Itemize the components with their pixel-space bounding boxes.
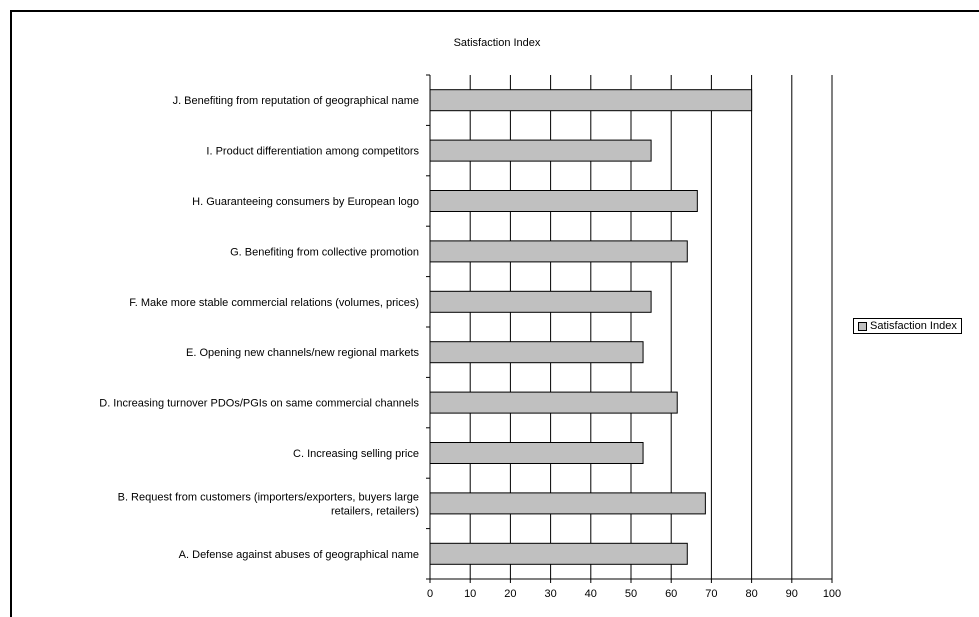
legend-label: Satisfaction Index <box>870 320 957 332</box>
category-label: H. Guaranteeing consumers by European lo… <box>192 196 419 208</box>
category-label: E. Opening new channels/new regional mar… <box>186 347 419 359</box>
category-label: B. Request from customers (importers/exp… <box>118 491 419 503</box>
bar <box>429 492 706 515</box>
x-tick-label: 70 <box>705 588 717 600</box>
x-tick-label: 20 <box>504 588 516 600</box>
category-label: G. Benefiting from collective promotion <box>230 246 419 258</box>
category-label: A. Defense against abuses of geographica… <box>179 549 419 561</box>
bar <box>429 341 644 364</box>
x-tick-label: 80 <box>745 588 757 600</box>
x-tick-label: 50 <box>625 588 637 600</box>
bar <box>429 240 688 263</box>
category-label: F. Make more stable commercial relations… <box>129 297 419 309</box>
bar <box>429 139 652 162</box>
bar <box>429 542 688 565</box>
bar <box>429 190 698 212</box>
x-tick-label: 10 <box>464 588 476 600</box>
x-tick-label: 100 <box>823 588 841 600</box>
bar <box>429 442 644 464</box>
x-tick-label: 0 <box>427 588 433 600</box>
category-label: D. Increasing turnover PDOs/PGIs on same… <box>99 398 419 410</box>
category-label: J. Benefiting from reputation of geograp… <box>173 95 419 107</box>
x-tick-label: 60 <box>665 588 677 600</box>
category-label: retailers, retailers) <box>331 505 419 517</box>
legend-swatch <box>858 321 867 331</box>
bar <box>429 391 678 414</box>
x-tick-label: 40 <box>585 588 597 600</box>
category-label: C. Increasing selling price <box>293 448 419 460</box>
category-label: I. Product differentiation among competi… <box>206 146 419 158</box>
x-tick-label: 30 <box>544 588 556 600</box>
x-tick-label: 90 <box>786 588 798 600</box>
bar <box>429 290 652 313</box>
legend: Satisfaction Index <box>853 318 962 334</box>
chart-frame <box>10 10 979 617</box>
bar <box>429 89 753 112</box>
chart-title: Satisfaction Index <box>454 37 541 49</box>
